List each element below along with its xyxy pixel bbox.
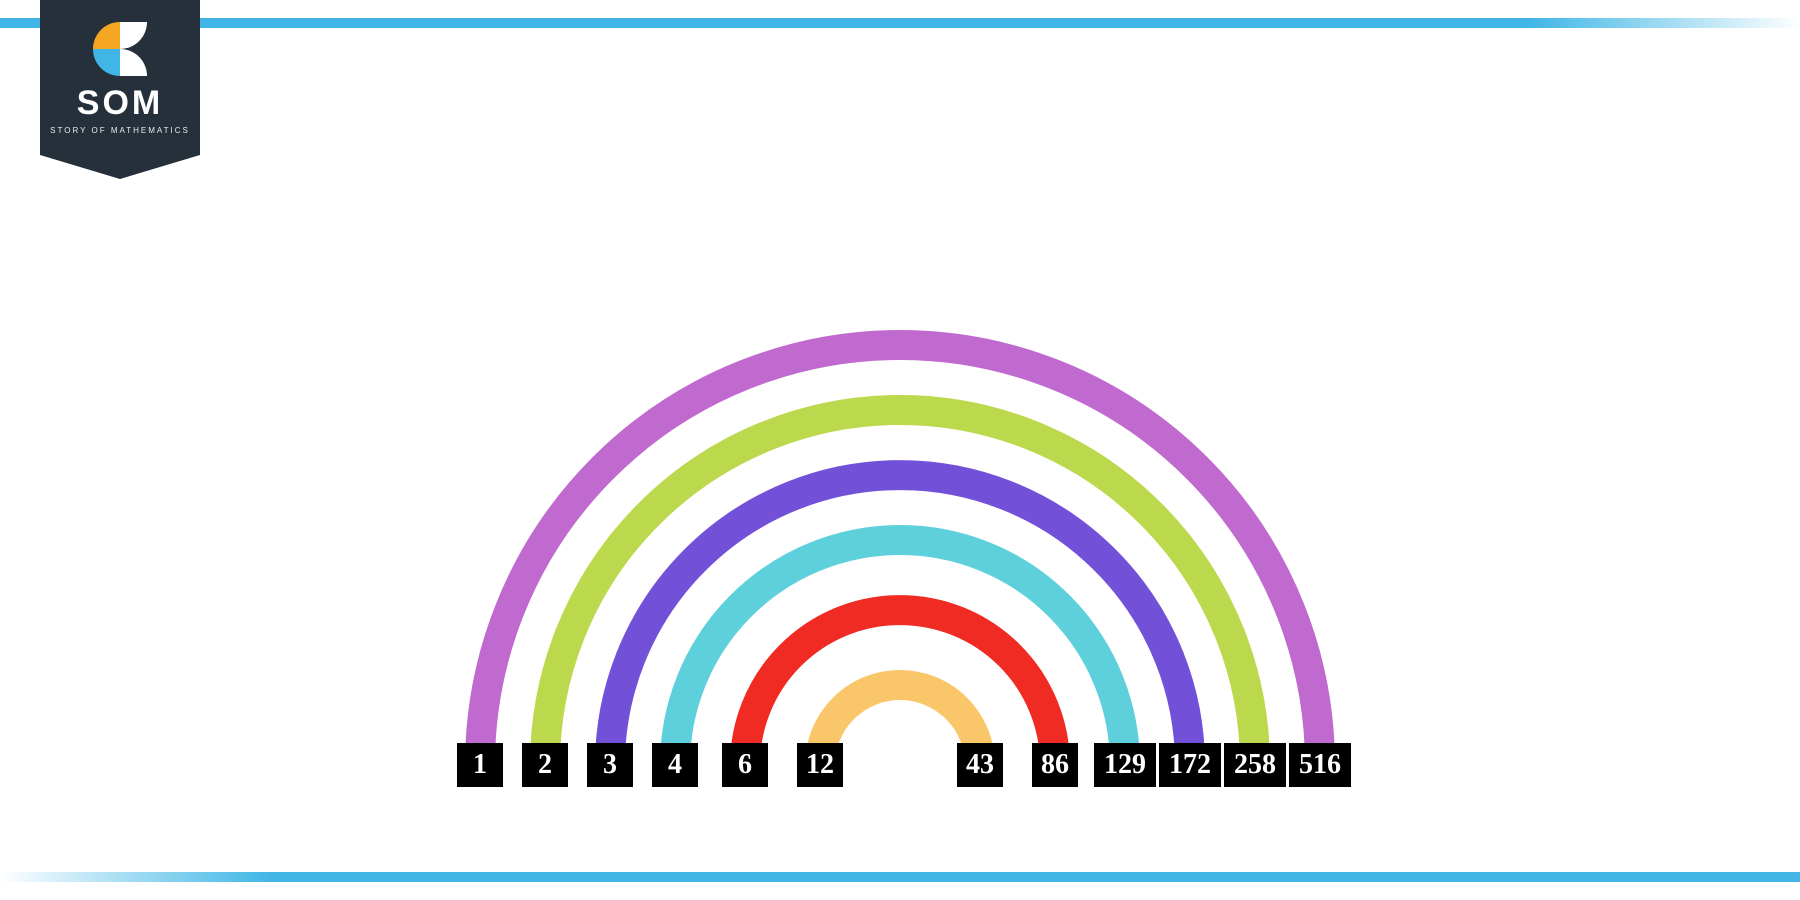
logo-subtitle: STORY OF MATHEMATICS (40, 126, 200, 135)
factor-label-right-4: 258 (1224, 743, 1286, 787)
factor-rainbow-diagram: 12 43 6 86 4 129 3 172 2 258 1 516 (410, 175, 1390, 825)
factor-label-right-2: 129 (1094, 743, 1156, 787)
factor-label-right-0: 43 (957, 743, 1003, 787)
logo-mark-icon (93, 22, 147, 76)
bottom-accent-bar (0, 872, 1800, 882)
rainbow-svg (410, 175, 1390, 825)
factor-label-left-3: 3 (587, 743, 633, 787)
factor-label-right-5: 516 (1289, 743, 1351, 787)
logo-title: SOM (40, 86, 200, 120)
factor-label-right-3: 172 (1159, 743, 1221, 787)
logo-badge: SOM STORY OF MATHEMATICS (40, 0, 200, 155)
factor-label-left-5: 1 (457, 743, 503, 787)
factor-label-left-1: 6 (722, 743, 768, 787)
factor-label-left-2: 4 (652, 743, 698, 787)
top-accent-bar (0, 18, 1800, 28)
factor-label-right-1: 86 (1032, 743, 1078, 787)
factor-label-left-4: 2 (522, 743, 568, 787)
factor-label-left-0: 12 (797, 743, 843, 787)
arc-0 (820, 685, 980, 765)
